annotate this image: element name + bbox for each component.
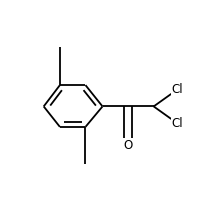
Text: O: O [123,139,133,152]
Text: Cl: Cl [172,117,183,130]
Text: Cl: Cl [172,83,183,96]
